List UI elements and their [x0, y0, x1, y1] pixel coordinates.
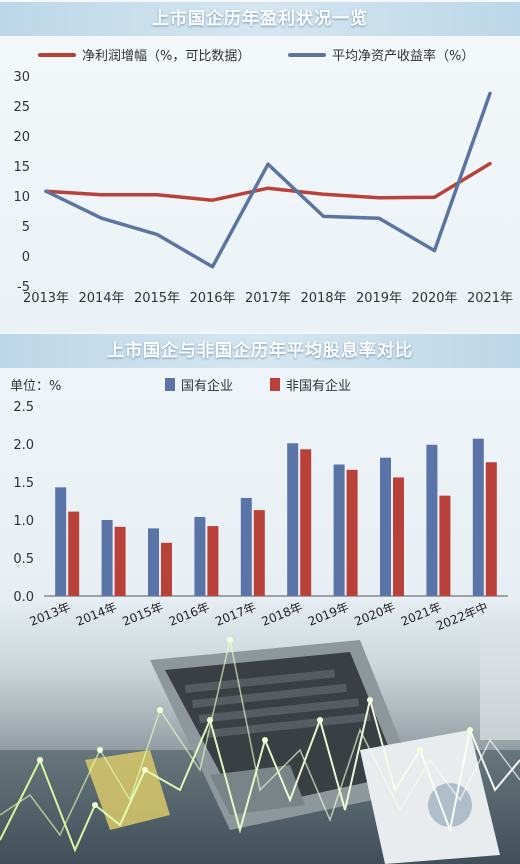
profit-chart-title: 上市国企历年盈利状况一览: [0, 2, 520, 36]
x-tick-label: 2014年: [78, 291, 124, 306]
x-tick-label: 2018年: [260, 600, 305, 629]
legend-swatch-1: [270, 378, 280, 391]
bar-0: [333, 464, 345, 596]
series-line-1: [44, 91, 492, 269]
x-tick-label: 2013年: [28, 600, 73, 629]
x-tick-label: 2018年: [300, 291, 346, 306]
bar-1: [253, 510, 265, 596]
glow-dots: [37, 637, 473, 808]
series-line-0: [44, 161, 492, 202]
y-unit-label: 单位：%: [10, 379, 61, 394]
bar-0: [194, 516, 206, 596]
y-tick-label: 0: [22, 250, 30, 265]
x-tick-label: 2015年: [134, 291, 180, 306]
x-tick-label: 2016年: [167, 600, 212, 629]
legend-label-1: 平均净资产收益率（%）: [332, 48, 474, 64]
bar-0: [426, 444, 438, 596]
legend-label-0: 国有企业: [181, 378, 233, 394]
laptop-background-photo: [0, 600, 520, 864]
bar-0: [240, 497, 252, 596]
x-tick-label: 2020年: [411, 291, 457, 306]
bar-0: [472, 438, 484, 596]
y-tick-label: 10: [13, 190, 30, 205]
sticky-note-shape: [85, 750, 170, 830]
bar-1: [161, 542, 172, 596]
x-tick-label: 2017年: [213, 600, 258, 629]
x-tick-label: 2015年: [120, 600, 165, 629]
y-tick-label: 0.0: [13, 590, 34, 605]
bar-0: [101, 520, 113, 596]
bar-1: [300, 449, 312, 596]
profit-chart-panel: [0, 0, 520, 332]
dividend-chart-title: 上市国企与非国企历年平均股息率对比: [0, 334, 520, 368]
bar-1: [346, 469, 358, 596]
bar-1: [393, 477, 404, 596]
y-tick-label: -5: [17, 280, 30, 295]
y-tick-label: 1.0: [13, 514, 34, 529]
notebook-shape: [360, 730, 500, 864]
glowing-trend-lines: [0, 639, 520, 853]
bar-1: [485, 462, 497, 596]
x-tick-label: 2021年: [467, 291, 513, 306]
x-tick-label: 2014年: [74, 600, 119, 629]
cup-shape: [480, 620, 520, 740]
y-tick-label: 20: [13, 130, 30, 145]
x-tick-label: 2022年中: [434, 599, 490, 633]
bar-0: [148, 528, 159, 596]
x-tick-label: 2017年: [245, 291, 291, 306]
y-tick-label: 15: [13, 160, 30, 175]
y-tick-label: 5: [22, 220, 30, 235]
bar-0: [55, 487, 67, 596]
bar-1: [68, 511, 80, 596]
x-tick-label: 2013年: [23, 291, 69, 306]
bar-1: [207, 526, 219, 596]
legend-swatch-0: [165, 378, 175, 391]
y-tick-label: 0.5: [13, 552, 34, 567]
bar-1: [114, 526, 126, 596]
profit-line-chart: 净利润增幅（%，可比数据） 平均净资产收益率（%）302520151050-520…: [13, 48, 513, 306]
x-tick-label: 2019年: [356, 291, 402, 306]
y-tick-label: 2.5: [13, 400, 34, 415]
y-tick-label: 1.5: [13, 476, 34, 491]
legend-label-1: 非国有企业: [286, 378, 351, 394]
bar-0: [287, 443, 299, 596]
bar-1: [439, 495, 451, 596]
y-tick-label: 25: [13, 100, 30, 115]
y-tick-label: 2.0: [13, 438, 34, 453]
x-tick-label: 2020年: [352, 600, 397, 629]
x-tick-label: 2016年: [189, 291, 235, 306]
bar-0: [380, 457, 391, 596]
y-tick-label: 30: [13, 70, 30, 85]
legend-label-0: 净利润增幅（%，可比数据）: [82, 49, 250, 64]
x-tick-label: 2019年: [306, 600, 351, 629]
